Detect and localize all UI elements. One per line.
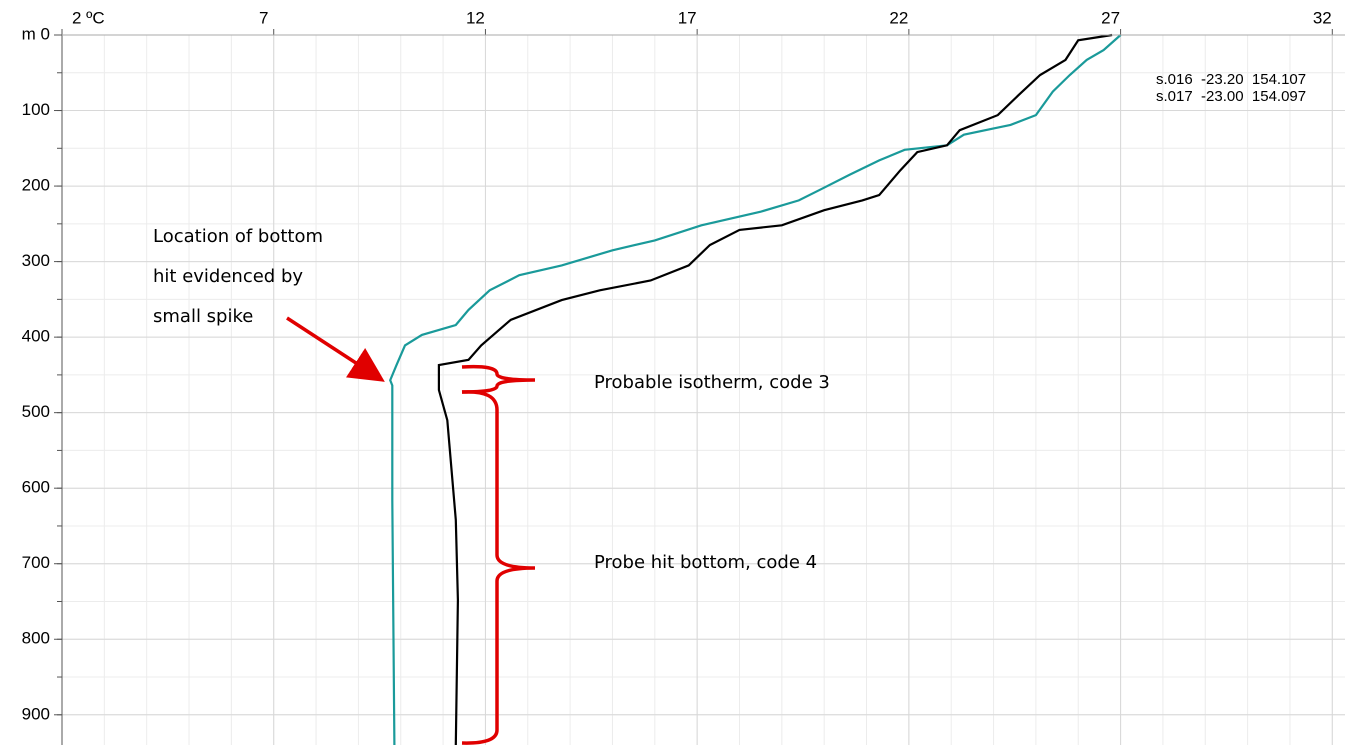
labels: 2 ºC 7 12 17 22 27 32 m 0 100 200 300 400 500 600 700 8…	[22, 8, 1345, 745]
profile-line	[389, 34, 1122, 746]
y-tick-label: 700	[22, 553, 50, 572]
annotation: small spike	[153, 306, 253, 327]
brace	[461, 390, 536, 745]
y-tick-label: m 0	[22, 24, 50, 43]
x-tick-label: 32	[1313, 8, 1332, 27]
annotation: Probe hit bottom, code 4	[594, 552, 817, 573]
y-tick-label: 600	[22, 478, 50, 497]
x-tick-label: 17	[678, 8, 697, 27]
y-tick-label: 900	[22, 704, 50, 723]
y-tick-label: 800	[22, 629, 50, 648]
annotation: Location of bottom	[153, 226, 323, 247]
arrow	[286, 316, 385, 382]
y-tick-label: 200	[22, 176, 50, 195]
legend-entry: s.017 -23.00 154.097	[1156, 88, 1306, 105]
x-tick-label: 7	[259, 8, 268, 27]
x-tick-label: 2 ºC	[72, 8, 105, 27]
y-tick-label: 400	[22, 327, 50, 346]
y-tick-label: 500	[22, 402, 50, 421]
brace	[461, 364, 536, 394]
y-tick-label: 100	[22, 100, 50, 119]
profile-line	[437, 33, 1113, 746]
grid	[57, 34, 1345, 745]
x-tick-label: 12	[466, 8, 485, 27]
x-tick-label: 27	[1101, 8, 1120, 27]
annotation: hit evidenced by	[153, 266, 303, 287]
y-tick-label: 300	[22, 251, 50, 270]
legend-entry: s.016 -23.20 154.107	[1156, 71, 1306, 88]
annotation: Probable isotherm, code 3	[594, 372, 830, 393]
x-tick-label: 22	[889, 8, 908, 27]
